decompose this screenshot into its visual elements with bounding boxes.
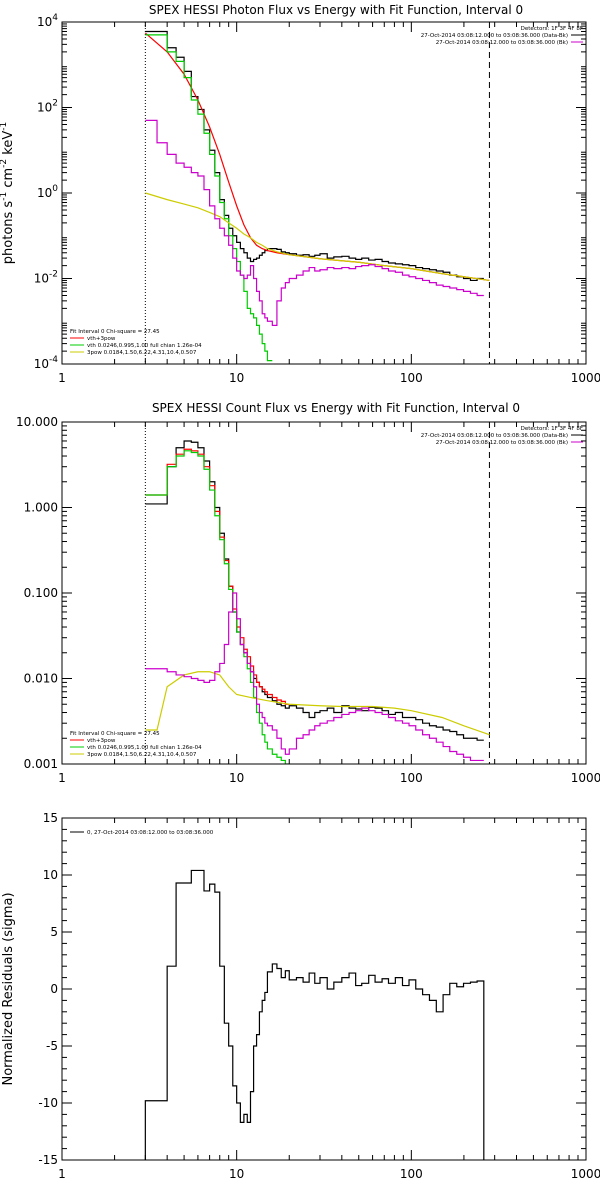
residuals-y-tick-label-6: 15 (43, 811, 58, 825)
residuals-y-label: Normalized Residuals (sigma) (1, 892, 16, 1085)
residuals-x-tick-label-3: 1000 (571, 1167, 600, 1181)
photon-flux-x-tick-label-0: 1 (58, 371, 66, 385)
count-flux-ticks: 1 10 100 1000 0.001 0.010 0.100 1.000 10.000 (16, 415, 600, 785)
photon-flux-ylabel-cm: cm (1, 168, 16, 192)
photon-flux-ylabel-photons: photons s (1, 201, 16, 265)
residuals-frame (61, 817, 587, 1161)
count-flux-x-tick-label-3: 1000 (571, 771, 600, 785)
residuals-y-tick-label-2: -5 (46, 1039, 58, 1053)
count-flux-legend-entry-0: vth+3pow (87, 738, 116, 744)
count-flux-panel: SPEX HESSI Count Flux vs Energy with Fit… (16, 401, 600, 785)
photon-flux-x-tick-label-3: 1000 (571, 371, 600, 385)
count-flux-y-tick-label-4: 10.000 (16, 415, 58, 429)
photon-flux-y-tick-label-3: 102 (37, 99, 58, 115)
count-flux-series-3 (145, 671, 490, 736)
count-flux-series-0 (145, 440, 484, 741)
count-flux-legend: Fit Interval 0 Chi-square = 27.45 vth+3p… (70, 731, 202, 758)
count-flux-header-line-bk: 27-Oct-2014 03:08:12.000 to 03:08:36.000… (436, 440, 568, 446)
photon-flux-series-2 (145, 34, 273, 362)
photon-flux-ylabel-kev: keV (1, 131, 16, 159)
photon-flux-legend: Fit Interval 0 Chi-square = 27.45 vth+3p… (70, 329, 202, 356)
photon-flux-header-line-bk: 27-Oct-2014 03:08:12.000 to 03:08:36.000… (436, 40, 568, 46)
count-flux-title: SPEX HESSI Count Flux vs Energy with Fit… (152, 401, 520, 415)
count-flux-x-tick-label-2: 100 (400, 771, 423, 785)
residuals-y-tick-label-4: 5 (50, 925, 58, 939)
photon-flux-frame (61, 21, 587, 365)
residuals-y-tick-label-0: -15 (38, 1153, 58, 1167)
count-flux-plot-area (144, 422, 490, 764)
residuals-legend: 0, 27-Oct-2014 03:08:12.000 to 03:08:36.… (70, 830, 214, 836)
photon-flux-ylabel-exp3: -1 (0, 122, 9, 131)
residuals-x-tick-label-0: 1 (58, 1167, 66, 1181)
photon-flux-ylabel-exp1: -1 (0, 192, 9, 201)
residuals-series-0 (144, 869, 485, 1160)
photon-flux-legend-entry-2: 3pow 0.0184,1.50,6.22,4.31,10.4,0.507 (87, 350, 197, 356)
count-flux-legend-entry-2: 3pow 0.0184,1.50,6.22,4.31,10.4,0.507 (87, 752, 197, 758)
count-flux-y-tick-label-2: 0.100 (24, 586, 58, 600)
count-flux-frame (61, 421, 587, 765)
photon-flux-series-4 (145, 119, 484, 326)
photon-flux-ticks: 1 10 100 1000 10-4 10-2 100 102 104 (34, 13, 600, 385)
photon-flux-panel: SPEX HESSI Photon Flux vs Energy with Fi… (0, 3, 600, 385)
count-flux-legend-header: Fit Interval 0 Chi-square = 27.45 (70, 731, 160, 737)
photon-flux-ylabel-exp2: -2 (0, 159, 9, 168)
photon-flux-series-0 (145, 30, 484, 282)
residuals-ticks: 1 10 100 1000 -15 -10 -5 0 5 10 15 (38, 811, 600, 1181)
photon-flux-y-tick-label-4: 104 (37, 13, 58, 29)
photon-flux-detectors: Detectors: 1F 3F 4F 8F (521, 26, 583, 32)
residuals-y-tick-label-1: -10 (38, 1096, 58, 1110)
residuals-x-tick-label-1: 10 (229, 1167, 244, 1181)
photon-flux-series-1 (144, 32, 490, 282)
count-flux-x-tick-label-1: 10 (229, 771, 244, 785)
photon-flux-header-line-data: 27-Oct-2014 03:08:12.000 to 03:08:36.000… (421, 33, 568, 39)
photon-flux-plot-area (144, 22, 490, 364)
photon-flux-header: Detectors: 1F 3F 4F 8F 27-Oct-2014 03:08… (421, 26, 583, 46)
count-flux-y-tick-label-1: 0.010 (24, 672, 58, 686)
residuals-y-tick-label-5: 10 (43, 868, 58, 882)
count-flux-x-tick-label-0: 1 (58, 771, 66, 785)
photon-flux-legend-header: Fit Interval 0 Chi-square = 27.45 (70, 329, 160, 335)
photon-flux-x-tick-label-1: 10 (229, 371, 244, 385)
photon-flux-legend-entry-1: vth 0.0246,0.995,1.00 full chian 1.26e-0… (87, 343, 202, 349)
photon-flux-series-3 (145, 192, 490, 282)
photon-flux-y-tick-label-2: 100 (37, 184, 58, 200)
residuals-panel: 1 10 100 1000 -15 -10 -5 0 5 10 15 Normalized Resi… (1, 811, 600, 1181)
residuals-x-tick-label-2: 100 (400, 1167, 423, 1181)
photon-flux-y-tick-label-1: 10-2 (34, 270, 58, 286)
residuals-legend-entry: 0, 27-Oct-2014 03:08:12.000 to 03:08:36.… (87, 830, 214, 836)
photon-flux-y-label: photons s-1 cm-2 keV-1 (0, 122, 16, 264)
count-flux-series-4 (145, 592, 484, 762)
residuals-plot-area (144, 869, 485, 1160)
photon-flux-legend-entry-0: vth+3pow (87, 336, 116, 342)
count-flux-legend-entry-1: vth 0.0246,0.995,1.00 full chian 1.26e-0… (87, 745, 202, 751)
count-flux-header-line-data: 27-Oct-2014 03:08:12.000 to 03:08:36.000… (421, 433, 568, 439)
count-flux-y-tick-label-0: 0.001 (24, 757, 58, 771)
count-flux-detectors: Detectors: 1F 3F 4F 8F (521, 426, 583, 432)
photon-flux-title: SPEX HESSI Photon Flux vs Energy with Fi… (149, 3, 523, 17)
photon-flux-y-tick-label-0: 10-4 (34, 355, 59, 371)
count-flux-header: Detectors: 1F 3F 4F 8F 27-Oct-2014 03:08… (421, 426, 583, 446)
residuals-y-tick-label-3: 0 (50, 982, 58, 996)
photon-flux-x-tick-label-2: 100 (400, 371, 423, 385)
count-flux-y-tick-label-3: 1.000 (24, 501, 58, 515)
